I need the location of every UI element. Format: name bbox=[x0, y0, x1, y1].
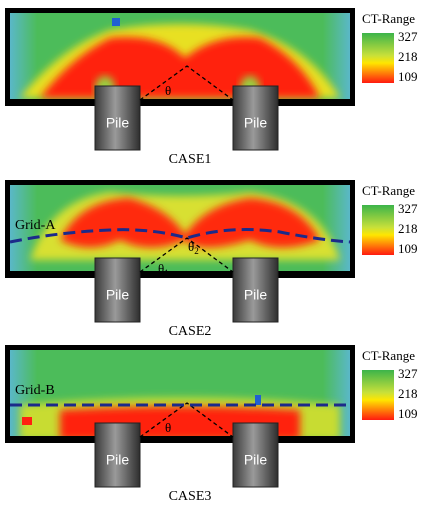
angle-label: θ bbox=[165, 420, 171, 435]
panel-caption: CASE1 bbox=[169, 152, 212, 167]
angle-label: θ bbox=[165, 83, 171, 98]
angle-symbol: θ bbox=[165, 83, 171, 98]
ct-image bbox=[10, 185, 350, 271]
heat-red bbox=[22, 417, 32, 425]
pile-label: Pile bbox=[106, 287, 130, 303]
angle-symbol: θ bbox=[165, 420, 171, 435]
figure: Pile Pile θ CT-Range 327 218 109 CASE1 Pile Pile θ… bbox=[0, 0, 430, 511]
legend-title: CT-Range bbox=[362, 348, 415, 363]
colorbar bbox=[362, 370, 394, 420]
colorbar-tick-label: 218 bbox=[398, 386, 418, 401]
ct-image bbox=[10, 13, 350, 100]
colorbar-tick-label: 327 bbox=[398, 201, 418, 216]
colorbar bbox=[362, 205, 394, 255]
colorbar-tick-label: 327 bbox=[398, 29, 418, 44]
colorbar-tick-label: 218 bbox=[398, 49, 418, 64]
colorbar-tick-label: 109 bbox=[398, 69, 418, 84]
panel-caption: CASE2 bbox=[169, 324, 212, 339]
colorbar-tick-label: 327 bbox=[398, 366, 418, 381]
legend-title: CT-Range bbox=[362, 183, 415, 198]
colorbar bbox=[362, 33, 394, 83]
pile-label: Pile bbox=[244, 287, 268, 303]
legend-title: CT-Range bbox=[362, 11, 415, 26]
panel: Pile Pile θ CT-Range 327 218 109 CASE1 bbox=[5, 8, 418, 167]
pile-label: Pile bbox=[244, 452, 268, 468]
panel: Pile Pile θ Grid-B CT-Range 327 218 109 CASE3 bbox=[5, 345, 418, 504]
angle-subscript: 1 bbox=[164, 268, 169, 278]
grid-label: Grid-B bbox=[15, 383, 55, 398]
colorbar-tick-label: 109 bbox=[398, 406, 418, 421]
panel-caption: CASE3 bbox=[169, 489, 212, 504]
pile-label: Pile bbox=[106, 452, 130, 468]
pile-label: Pile bbox=[244, 115, 268, 131]
heat-blue bbox=[112, 18, 120, 26]
pile-label: Pile bbox=[106, 115, 130, 131]
ct-image bbox=[10, 350, 350, 440]
colorbar-tick-label: 109 bbox=[398, 241, 418, 256]
colorbar-tick-label: 218 bbox=[398, 221, 418, 236]
grid-label: Grid-A bbox=[15, 218, 56, 233]
angle-subscript: 2 bbox=[194, 246, 199, 256]
